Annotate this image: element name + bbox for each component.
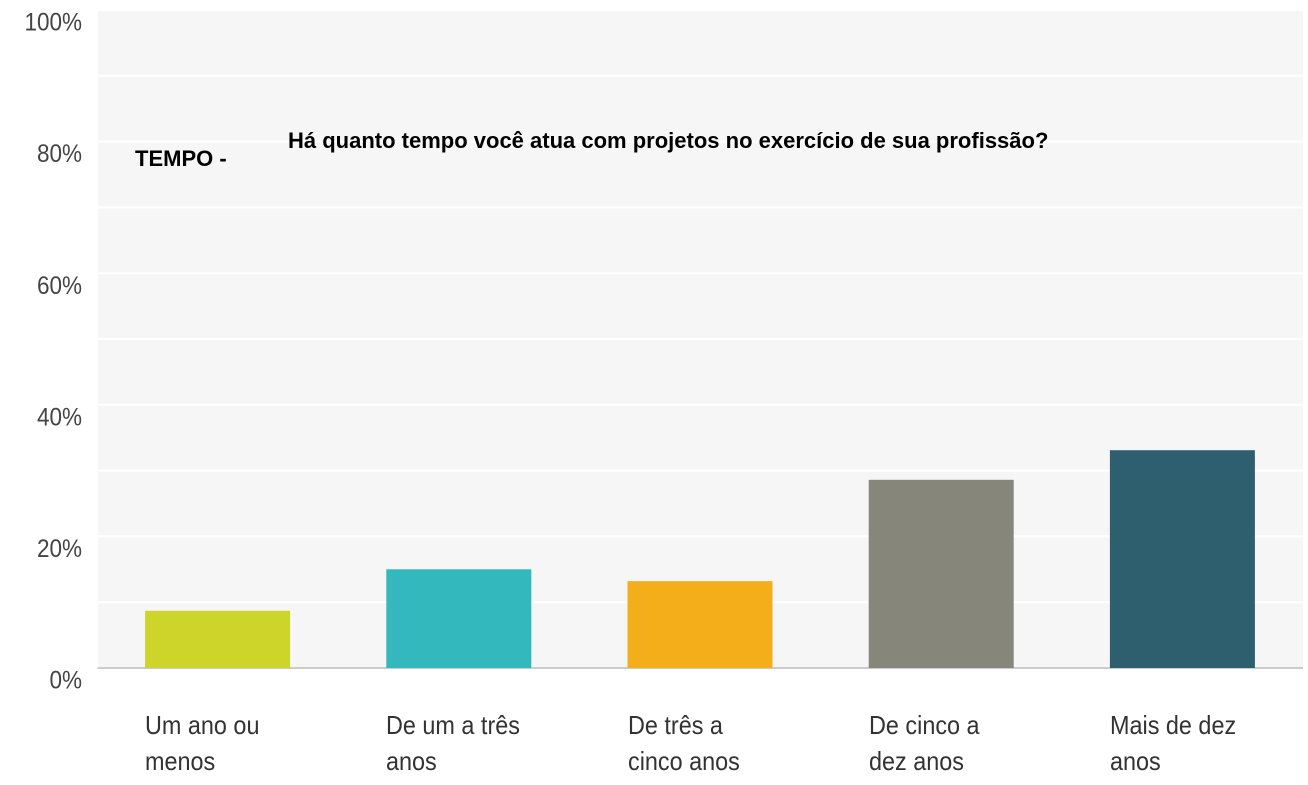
x-tick-label: De cinco a dez anos	[868, 710, 980, 776]
y-tick-label: 40%	[37, 403, 82, 431]
y-tick-label: 80%	[37, 140, 82, 168]
y-tick-label: 20%	[37, 535, 82, 563]
bar	[145, 610, 291, 668]
chart-title: Há quanto tempo você atua com projetos n…	[288, 128, 1049, 153]
y-tick-label: 100%	[24, 9, 82, 37]
bar	[1109, 450, 1255, 668]
bar	[627, 581, 773, 668]
title-label: TEMPO -	[135, 146, 227, 171]
bar	[386, 569, 532, 668]
x-tick-label: Um ano ou menos	[145, 710, 260, 776]
x-tick-label: De um a três anos	[386, 710, 521, 776]
x-tick-label: De três a cinco anos	[627, 710, 740, 776]
y-tick-label: 60%	[37, 272, 82, 300]
y-tick-label: 0%	[49, 667, 82, 695]
x-tick-label: Mais de dez anos	[1109, 710, 1237, 776]
bar	[868, 479, 1014, 668]
